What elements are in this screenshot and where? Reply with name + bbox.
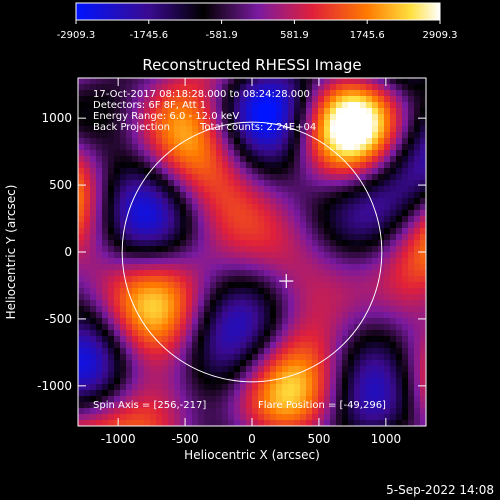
annotation-spin-axis: Spin Axis = [256,-217] (93, 400, 206, 411)
y-tick-label: 1000 (41, 111, 72, 125)
colorbar-tick-label: 581.9 (280, 30, 309, 41)
x-axis-label: Heliocentric X (arcsec) (184, 448, 320, 462)
x-tick-label: -1000 (101, 432, 136, 446)
colorbar-ticks: -2909.3 -1745.6 -581.9 581.9 1745.6 2909.3 (57, 20, 458, 41)
y-axis-label: Heliocentric Y (arcsec) (4, 185, 18, 320)
annotation-flare-position: Flare Position = [-49,296] (258, 400, 386, 411)
chart-title: Reconstructed RHESSI Image (142, 56, 361, 74)
heatmap-image (78, 78, 426, 426)
y-tick-label: -500 (45, 312, 72, 326)
y-tick-label: 0 (64, 245, 72, 259)
solar-limb-circle (121, 121, 383, 383)
colorbar-tick-label: 2909.3 (423, 30, 458, 41)
y-tick-label: -1000 (37, 379, 72, 393)
x-axis-ticks: -1000 -500 0 500 1000 (101, 78, 401, 446)
colorbar-tick-label: -581.9 (205, 30, 237, 41)
x-tick-label: -500 (171, 432, 198, 446)
annotation-total-counts: Total counts: 2.24E+04 (199, 122, 316, 133)
annotation-energy-range: Energy Range: 6.0 - 12.0 keV (93, 111, 239, 122)
spin-axis-marker (279, 274, 294, 289)
x-tick-label: 1000 (371, 432, 402, 446)
x-tick-label: 0 (248, 432, 256, 446)
colorbar-tick-label: -1745.6 (129, 30, 168, 41)
colorbar-tick-label: -2909.3 (57, 30, 96, 41)
y-axis-ticks: -1000 -500 0 500 1000 (37, 111, 426, 393)
colorbar-tick-label: 1745.6 (350, 30, 385, 41)
annotation-detectors: Detectors: 6F 8F, Att 1 (93, 100, 206, 111)
footer-date: 5-Sep-2022 14:08 (386, 483, 494, 497)
colorbar (75, 2, 441, 21)
plot-area (78, 78, 426, 426)
annotation-time-range: 17-Oct-2017 08:18:28.000 to 08:24:28.000 (93, 89, 310, 100)
y-tick-label: 500 (49, 178, 72, 192)
annotation-method: Back Projection (93, 122, 170, 133)
x-tick-label: 500 (307, 432, 330, 446)
